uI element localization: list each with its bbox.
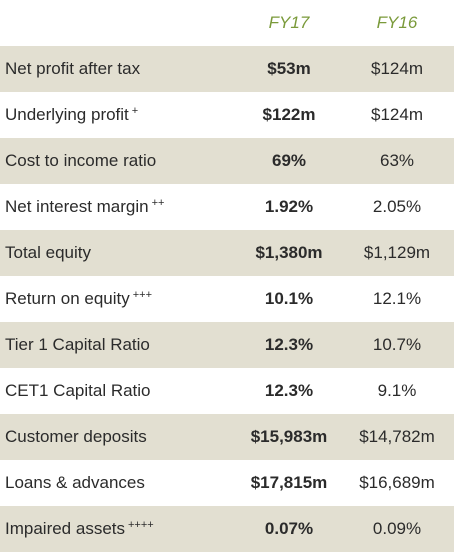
table-row: Loans & advances $17,815m $16,689m [0,460,454,506]
row-label: Loans & advances [5,473,145,492]
row-fy17-value: 12.3% [264,381,314,400]
table-row: Net interest margin ++ 1.92% 2.05% [0,184,454,230]
row-fy16-value: $14,782m [359,427,435,446]
row-fy16-value: 12.1% [372,289,422,308]
row-label: Net interest margin ++ [5,197,165,216]
row-fy17-value: $17,815m [250,473,328,492]
row-fy16-value: $124m [371,59,423,78]
table-header: FY17 FY16 [0,0,454,46]
row-fy16-value: 9.1% [377,381,417,400]
table-row: Tier 1 Capital Ratio 12.3% 10.7% [0,322,454,368]
row-fy17-value: $53m [267,59,311,78]
row-fy17-value: $1,380m [255,243,323,262]
row-label: Total equity [5,243,91,262]
table-row: Cost to income ratio 69% 63% [0,138,454,184]
row-fy16-value: $124m [371,105,423,124]
row-fy17-value: 1.92% [264,197,314,216]
row-fy16-value: $16,689m [359,473,435,492]
table-row: Net profit after tax $53m $124m [0,46,454,92]
row-fy17-value: 10.1% [264,289,314,308]
row-label: Tier 1 Capital Ratio [5,335,150,354]
row-label: Customer deposits [5,427,147,446]
row-fy17-value: 0.07% [264,519,314,538]
row-label: Underlying profit + [5,105,139,124]
row-label: Cost to income ratio [5,151,157,170]
row-fy16-value: 10.7% [372,335,422,354]
header-fy16: FY16 [376,13,418,32]
row-fy17-value: 69% [271,151,307,170]
row-label: Return on equity +++ [5,289,153,308]
row-label: CET1 Capital Ratio [5,381,151,400]
row-fy16-value: 0.09% [372,519,422,538]
row-fy17-value: 12.3% [264,335,314,354]
row-fy16-value: 63% [379,151,415,170]
row-fy17-value: $15,983m [250,427,328,446]
table-row: Total equity $1,380m $1,129m [0,230,454,276]
row-fy16-value: $1,129m [363,243,431,262]
table-row: Impaired assets ++++ 0.07% 0.09% [0,506,454,552]
row-label: Net profit after tax [5,59,141,78]
row-label: Impaired assets ++++ [5,519,154,538]
table-row: Underlying profit + $122m $124m [0,92,454,138]
row-fy17-value: $122m [262,105,316,124]
row-fy16-value: 2.05% [372,197,422,216]
table-row: CET1 Capital Ratio 12.3% 9.1% [0,368,454,414]
header-fy17: FY17 [268,13,310,32]
table-row: Customer deposits $15,983m $14,782m [0,414,454,460]
table-row: Return on equity +++ 10.1% 12.1% [0,276,454,322]
